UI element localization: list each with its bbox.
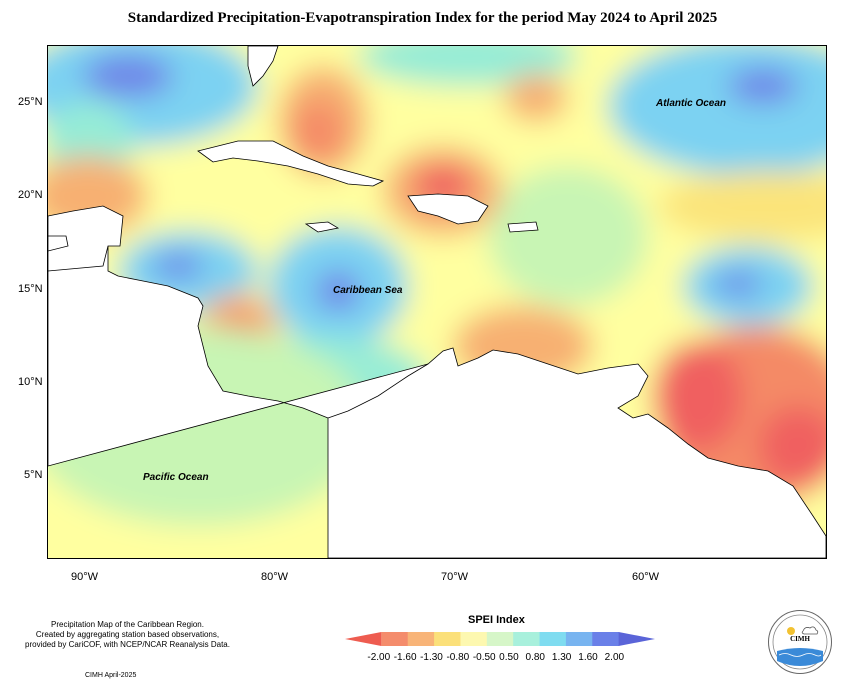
- spei-map: Atlantic Ocean Caribbean Sea Pacific Oce…: [47, 45, 827, 559]
- hispaniola-land: [407, 193, 489, 225]
- cuba-land: [197, 140, 385, 187]
- wave-icon: [778, 653, 822, 657]
- legend-tick-label: 1.60: [578, 652, 598, 663]
- legend-swatch-1: [381, 632, 409, 646]
- sun-icon: [787, 627, 795, 635]
- legend-tick-label: 0.80: [525, 652, 545, 663]
- south-america-land: [327, 347, 826, 558]
- credits-line-1: Precipitation Map of the Caribbean Regio…: [51, 620, 204, 629]
- logo-graphic: [772, 614, 828, 670]
- legend-tick-label: 0.50: [499, 652, 519, 663]
- lon-label-80w: 80°W: [261, 571, 289, 583]
- legend-swatch-4: [460, 632, 488, 646]
- wet-caribbean-core: [316, 271, 360, 311]
- florida-land: [247, 46, 279, 87]
- logo-ring: [772, 614, 828, 670]
- legend-swatch-6: [513, 632, 541, 646]
- atlantic-ocean-label: Atlantic Ocean: [655, 98, 726, 109]
- wet-atlantic-top: [358, 46, 578, 86]
- lon-label-90w: 90°W: [71, 571, 99, 583]
- dry-atlantic-band: [658, 171, 826, 241]
- credits-text: Precipitation Map of the Caribbean Regio…: [10, 620, 245, 650]
- wet-atlantic-ne-core: [728, 68, 798, 104]
- pacific-ocean-label: Pacific Ocean: [143, 472, 209, 483]
- puerto-rico-land: [507, 221, 539, 233]
- legend-swatch-7: [539, 632, 567, 646]
- legend-tick-label: -1.60: [393, 652, 417, 663]
- lat-label-15n: 15°N: [18, 283, 43, 295]
- jamaica-land: [304, 221, 340, 233]
- legend-tick-label: -1.30: [420, 652, 443, 663]
- lat-label-5n: 5°N: [24, 469, 43, 481]
- logo-text: CIMH: [790, 635, 810, 643]
- wet-honduras-core: [153, 253, 203, 279]
- credits-date: CIMH April-2025: [85, 672, 137, 679]
- legend-tick-label: 2.00: [604, 652, 625, 663]
- legend-swatch-8: [565, 632, 593, 646]
- legend-tick-label: -0.50: [472, 652, 496, 663]
- wet-atlantic-east-core: [714, 272, 762, 296]
- legend-swatch-5: [486, 632, 514, 646]
- legend-colorbar: [345, 632, 655, 646]
- dry-guianas-core: [758, 406, 826, 486]
- map-title: Standardized Precipitation-Evapotranspir…: [127, 10, 718, 26]
- water-icon: [777, 648, 823, 666]
- legend-tick-label: -0.80: [446, 652, 470, 663]
- legend-swatch-3: [434, 632, 461, 646]
- legend-title: SPEI Index: [468, 614, 525, 626]
- dry-trinidad: [653, 341, 743, 451]
- lat-label-10n: 10°N: [18, 376, 43, 388]
- credits-line-3: provided by CariCOF, with NCEP/NCAR Rean…: [25, 640, 230, 649]
- cloud-icon: [801, 626, 819, 635]
- caribbean-sea-label: Caribbean Sea: [333, 285, 403, 296]
- mexico-land: [48, 235, 69, 252]
- credits-line-2: Created by aggregating station based obs…: [35, 630, 220, 639]
- dry-atlantic-center: [504, 74, 568, 122]
- yucatan-land: [48, 205, 124, 272]
- lon-label-60w: 60°W: [632, 571, 660, 583]
- legend-swatch-2: [407, 632, 435, 646]
- legend-swatch-10: [618, 632, 655, 646]
- map-canvas: Atlantic Ocean Caribbean Sea Pacific Oce…: [48, 46, 826, 558]
- land: [48, 46, 826, 558]
- legend-tick-label: 1.30: [551, 652, 572, 663]
- legend-swatch-0: [345, 632, 382, 646]
- legend-tick-label: -2.00: [367, 652, 391, 663]
- wet-gulf-core: [83, 54, 173, 98]
- legend-ticks: -2.00 -1.60 -1.30 -0.80 -0.50 0.50 0.80 1.30 1.6…: [355, 652, 645, 666]
- lat-label-25n: 25°N: [18, 96, 43, 108]
- dry-bahamas-core: [293, 101, 343, 161]
- lat-label-20n: 20°N: [18, 189, 43, 201]
- legend-swatch-9: [592, 632, 620, 646]
- lon-label-70w: 70°W: [441, 571, 469, 583]
- wet-leeward: [488, 166, 648, 306]
- cimh-logo: CIMH: [768, 610, 832, 674]
